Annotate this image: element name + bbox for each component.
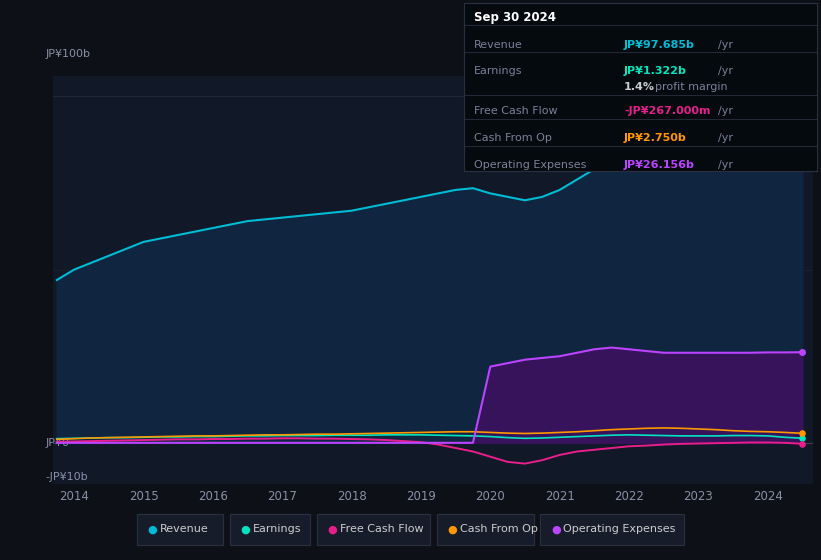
Text: /yr: /yr [718, 133, 733, 143]
Text: ●: ● [551, 524, 561, 534]
Text: Sep 30 2024: Sep 30 2024 [474, 11, 556, 24]
Text: Free Cash Flow: Free Cash Flow [340, 524, 424, 534]
Text: ●: ● [447, 524, 457, 534]
Text: Earnings: Earnings [474, 67, 522, 77]
Text: JP¥26.156b: JP¥26.156b [624, 160, 695, 170]
Text: JP¥0: JP¥0 [46, 438, 70, 448]
Point [796, 439, 809, 448]
Point [796, 434, 809, 443]
Point [796, 348, 809, 357]
Text: JP¥100b: JP¥100b [46, 49, 91, 59]
Text: 1.4%: 1.4% [624, 82, 655, 92]
Text: /yr: /yr [718, 106, 733, 116]
Text: ●: ● [241, 524, 250, 534]
Point [796, 429, 809, 438]
Text: ●: ● [148, 524, 158, 534]
Text: /yr: /yr [718, 67, 733, 77]
Text: Revenue: Revenue [474, 40, 522, 50]
Point [796, 100, 809, 109]
Text: JP¥97.685b: JP¥97.685b [624, 40, 695, 50]
Text: profit margin: profit margin [655, 82, 727, 92]
Text: Operating Expenses: Operating Expenses [474, 160, 586, 170]
Text: Revenue: Revenue [160, 524, 209, 534]
Text: -JP¥10b: -JP¥10b [46, 473, 89, 483]
Text: JP¥1.322b: JP¥1.322b [624, 67, 687, 77]
Text: Operating Expenses: Operating Expenses [563, 524, 676, 534]
Text: -JP¥267.000m: -JP¥267.000m [624, 106, 710, 116]
Text: /yr: /yr [718, 40, 733, 50]
Text: JP¥2.750b: JP¥2.750b [624, 133, 686, 143]
Text: Cash From Op: Cash From Op [460, 524, 538, 534]
Text: Earnings: Earnings [253, 524, 301, 534]
Text: Free Cash Flow: Free Cash Flow [474, 106, 557, 116]
Text: ●: ● [328, 524, 337, 534]
Text: /yr: /yr [718, 160, 733, 170]
Text: Cash From Op: Cash From Op [474, 133, 552, 143]
